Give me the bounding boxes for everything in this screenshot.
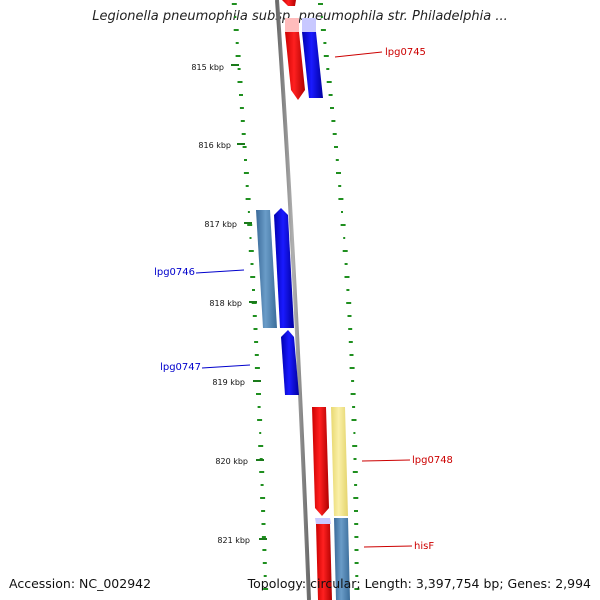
gene-arrow-hisF[interactable] xyxy=(316,524,332,600)
gene-block-yellow[interactable] xyxy=(331,407,348,516)
gene-block-hisF-lightblue xyxy=(315,518,331,524)
tick-label: 817 kbp xyxy=(204,220,237,229)
gene-arrow-lpg0747[interactable] xyxy=(281,330,299,395)
gene-block-hisF-steel[interactable] xyxy=(334,518,350,600)
gc-skew-track xyxy=(318,3,360,590)
gene-label-hisF[interactable]: hisF xyxy=(414,541,434,552)
gene-label-lpg0747[interactable]: lpg0747 xyxy=(160,362,201,373)
gene-arrow-lpg0746[interactable] xyxy=(274,208,294,328)
tick-label: 818 kbp xyxy=(209,299,242,308)
gene-label-lpg0745[interactable]: lpg0745 xyxy=(385,47,426,58)
leader-line-lpg0747 xyxy=(201,364,251,369)
gene-block-lpg0746[interactable] xyxy=(256,210,277,328)
feature-block-pink xyxy=(285,18,299,32)
tick-label: 819 kbp xyxy=(212,378,245,387)
leader-line-lpg0748 xyxy=(361,459,411,462)
topology-info-text: Topology: circular; Length: 3,397,754 bp… xyxy=(247,576,591,591)
accession-text: Accession: NC_002942 xyxy=(9,576,152,591)
genome-backbone xyxy=(275,0,311,600)
gene-arrow-lpg0748[interactable] xyxy=(312,407,329,516)
gene-arrow-top-partial[interactable] xyxy=(282,0,296,6)
map-title: Legionella pneumophila subsp. pneumophil… xyxy=(92,9,508,24)
tick-label: 821 kbp xyxy=(217,536,250,545)
gene-label-lpg0746[interactable]: lpg0746 xyxy=(154,267,195,278)
tick-label: 816 kbp xyxy=(198,141,231,150)
leader-line-hisF xyxy=(363,545,413,548)
leader-line-lpg0746 xyxy=(195,269,245,274)
kbp-ticks: 815 kbp 816 kbp 817 kbp 818 kbp 819 kbp … xyxy=(191,63,267,545)
gene-label-lpg0748[interactable]: lpg0748 xyxy=(412,455,453,466)
leader-line-lpg0745 xyxy=(334,51,383,58)
tick-label: 820 kbp xyxy=(215,457,248,466)
gene-arrow-lpg0745-blue[interactable] xyxy=(302,32,323,98)
feature-block-lightblue xyxy=(302,18,316,32)
gc-content-track xyxy=(231,3,269,590)
gene-arrow-lpg0745-red[interactable] xyxy=(285,32,305,100)
tick-label: 815 kbp xyxy=(191,63,224,72)
